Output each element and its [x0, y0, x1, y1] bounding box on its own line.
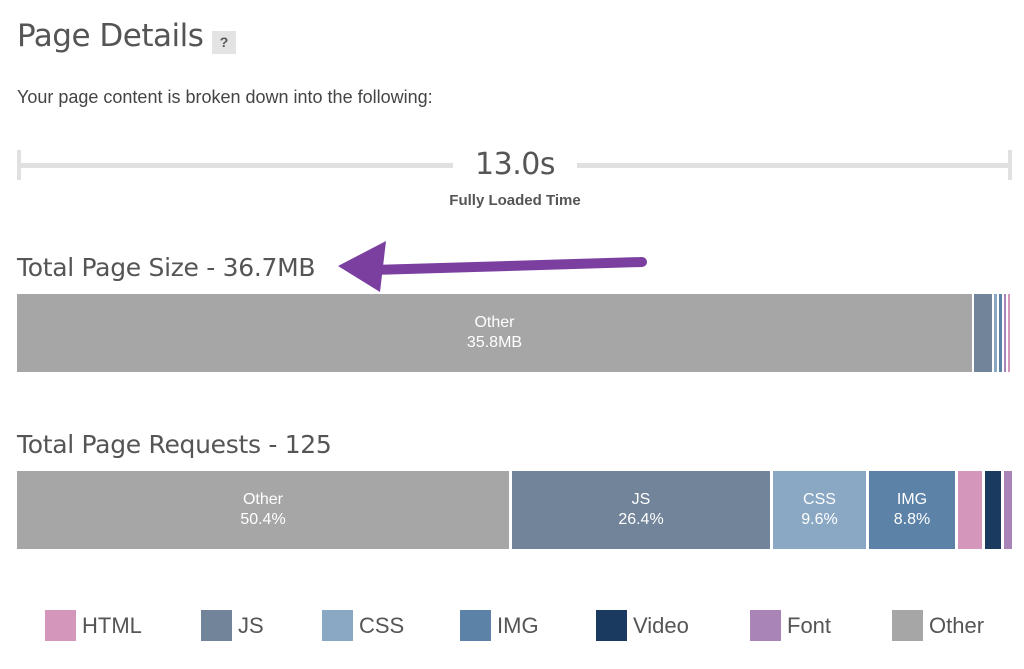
segment-value: 35.8MB — [466, 334, 523, 351]
requests-segment-video[interactable] — [985, 471, 1001, 549]
legend-label: Other — [929, 612, 985, 638]
legend-item-css[interactable]: CSS — [322, 610, 404, 641]
requests-segment-js[interactable]: JS 26.4% — [512, 471, 770, 549]
legend-swatch — [596, 610, 627, 641]
arrow-head — [338, 241, 386, 292]
segment-name: CSS — [803, 491, 836, 508]
legend-item-js[interactable]: JS — [201, 610, 264, 641]
timeline-line-left — [17, 163, 453, 168]
requests-segment-other[interactable]: Other 50.4% — [17, 471, 509, 549]
legend-label: HTML — [82, 612, 142, 638]
page-requests-heading: Total Page Requests - 125 — [17, 430, 332, 459]
segment-name: Other — [474, 314, 515, 331]
legend-label: JS — [238, 612, 264, 638]
requests-segment-img[interactable]: IMG 8.8% — [869, 471, 955, 549]
page-title: Page Details — [17, 18, 204, 54]
legend-label: Video — [633, 612, 689, 638]
requests-segment-font[interactable] — [1004, 471, 1012, 549]
legend-swatch — [45, 610, 76, 641]
requests-segment-html[interactable] — [958, 471, 982, 549]
segment-name: JS — [631, 491, 651, 508]
segment-name: Other — [242, 491, 283, 508]
fully-loaded-time-label: Fully Loaded Time — [449, 192, 581, 209]
page-requests-bar: Other 50.4% JS 26.4% CSS 9.6% IMG 8.8% — [17, 471, 1012, 549]
requests-segment-css[interactable]: CSS 9.6% — [773, 471, 866, 549]
legend-swatch — [750, 610, 781, 641]
page-size-segment-js[interactable] — [974, 294, 992, 372]
page-size-segment-img[interactable] — [999, 294, 1002, 372]
page-size-segment-font[interactable] — [1004, 294, 1006, 372]
page-subtitle: Your page content is broken down into th… — [17, 87, 433, 107]
legend-label: IMG — [497, 612, 539, 638]
legend-label: Font — [787, 612, 832, 638]
legend-item-html[interactable]: HTML — [45, 610, 142, 641]
legend-label: CSS — [359, 612, 405, 638]
page-size-bar: Other 35.8MB — [17, 294, 1012, 372]
segment-value: 26.4% — [618, 511, 664, 528]
page-size-segment-other[interactable]: Other 35.8MB — [17, 294, 972, 372]
segment-name: IMG — [896, 491, 928, 508]
page-size-heading: Total Page Size - 36.7MB — [17, 253, 316, 282]
segment-value: 8.8% — [893, 511, 931, 528]
fully-loaded-time-value: 13.0s — [475, 147, 555, 182]
segment-value: 50.4% — [240, 511, 286, 528]
legend-item-img[interactable]: IMG — [460, 610, 539, 641]
timeline-line-right — [577, 163, 1012, 168]
segment-value: 9.6% — [801, 511, 838, 528]
help-button[interactable]: ? — [212, 31, 236, 54]
legend-swatch — [460, 610, 491, 641]
legend-item-other[interactable]: Other — [892, 610, 984, 641]
legend: HTML JS CSS IMG Video Font Other — [0, 610, 1024, 644]
arrow-shaft — [367, 257, 647, 275]
legend-item-video[interactable]: Video — [596, 610, 689, 641]
legend-swatch — [322, 610, 353, 641]
page-size-segment-html[interactable] — [1008, 294, 1010, 372]
legend-swatch — [201, 610, 232, 641]
legend-swatch — [892, 610, 923, 641]
page-size-segment-css[interactable] — [994, 294, 997, 372]
legend-item-font[interactable]: Font — [750, 610, 831, 641]
timeline-end-cap — [1008, 150, 1012, 180]
